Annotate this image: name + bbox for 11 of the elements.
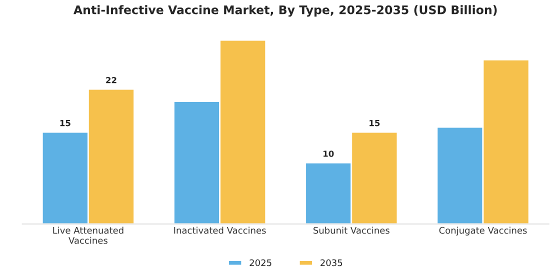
x-tick-label: Inactivated Vaccines	[174, 226, 266, 234]
chart-title: Anti-Infective Vaccine Market, By Type, 2025-2035 (USD Billion)	[73, 5, 497, 17]
data-label: 10	[324, 150, 334, 157]
data-label: 15	[60, 120, 70, 126]
x-tick-label: Live Attenuated Vaccines	[53, 226, 124, 244]
data-label: 22	[106, 76, 116, 84]
legend-label: 2025	[250, 259, 272, 266]
x-tick-label: Conjugate Vaccines	[439, 226, 527, 236]
x-tick-label: Subunit Vaccines	[314, 226, 390, 234]
data-label: 15	[370, 120, 380, 126]
legend-label: 2035	[320, 259, 342, 266]
